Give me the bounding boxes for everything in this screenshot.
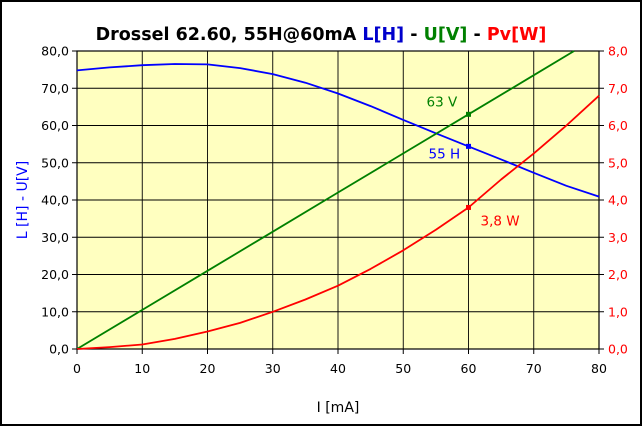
title-part-2: - xyxy=(404,25,423,45)
annotation-label: 63 V xyxy=(427,94,458,110)
y-right-tick-label: 0,0 xyxy=(608,342,628,357)
annotation-label: 3,8 W xyxy=(481,213,520,229)
y-left-tick-label: 20,0 xyxy=(41,267,69,282)
y-right-tick-label: 5,0 xyxy=(608,155,628,170)
y-left-tick-label: 70,0 xyxy=(41,81,69,96)
y-right-tick-label: 1,0 xyxy=(608,304,628,319)
y-axis-label: L [H] - U[V] xyxy=(15,161,31,239)
y-right-tick-label: 6,0 xyxy=(608,118,628,133)
title-part-4: - xyxy=(467,25,486,45)
annotation-marker xyxy=(466,204,471,210)
title-part-5: Pv[W] xyxy=(487,25,547,45)
x-axis-label: I [mA] xyxy=(317,400,360,416)
y-left-tick-label: 50,0 xyxy=(41,155,69,170)
x-tick-label: 60 xyxy=(461,361,477,376)
x-tick-label: 0 xyxy=(73,361,81,376)
title-part-0: Drossel 62.60, 55H@60mA xyxy=(96,25,363,45)
y-right-tick-label: 7,0 xyxy=(608,81,628,96)
title-part-1: L[H] xyxy=(362,25,404,45)
y-left-tick-label: 10,0 xyxy=(41,304,69,319)
x-tick-label: 30 xyxy=(265,361,281,376)
x-tick-label: 20 xyxy=(200,361,216,376)
x-tick-label: 10 xyxy=(134,361,150,376)
x-tick-label: 80 xyxy=(591,361,607,376)
series-line-2 xyxy=(76,95,600,350)
annotation-marker xyxy=(466,111,471,117)
y-left-tick-label: 0,0 xyxy=(49,342,69,357)
y-right-tick-label: 3,0 xyxy=(608,230,628,245)
y-right-tick-label: 8,0 xyxy=(608,44,628,59)
y-left-tick-label: 30,0 xyxy=(41,230,69,245)
y-right-tick-label: 4,0 xyxy=(608,193,628,208)
title-part-3: U[V] xyxy=(424,25,468,45)
y-left-tick-label: 60,0 xyxy=(41,118,69,133)
series-line-1 xyxy=(76,50,575,350)
y-right-tick-label: 2,0 xyxy=(608,267,628,282)
series-line-0 xyxy=(76,63,600,198)
x-tick-label: 70 xyxy=(526,361,542,376)
annotation-marker xyxy=(466,143,471,149)
annotation-label: 55 H xyxy=(429,146,461,162)
x-tick-label: 50 xyxy=(395,361,411,376)
y-left-tick-label: 80,0 xyxy=(41,44,69,59)
chart-title: Drossel 62.60, 55H@60mA L[H] - U[V] - Pv… xyxy=(96,25,547,45)
x-tick-label: 40 xyxy=(330,361,346,376)
y-left-tick-label: 40,0 xyxy=(41,193,69,208)
